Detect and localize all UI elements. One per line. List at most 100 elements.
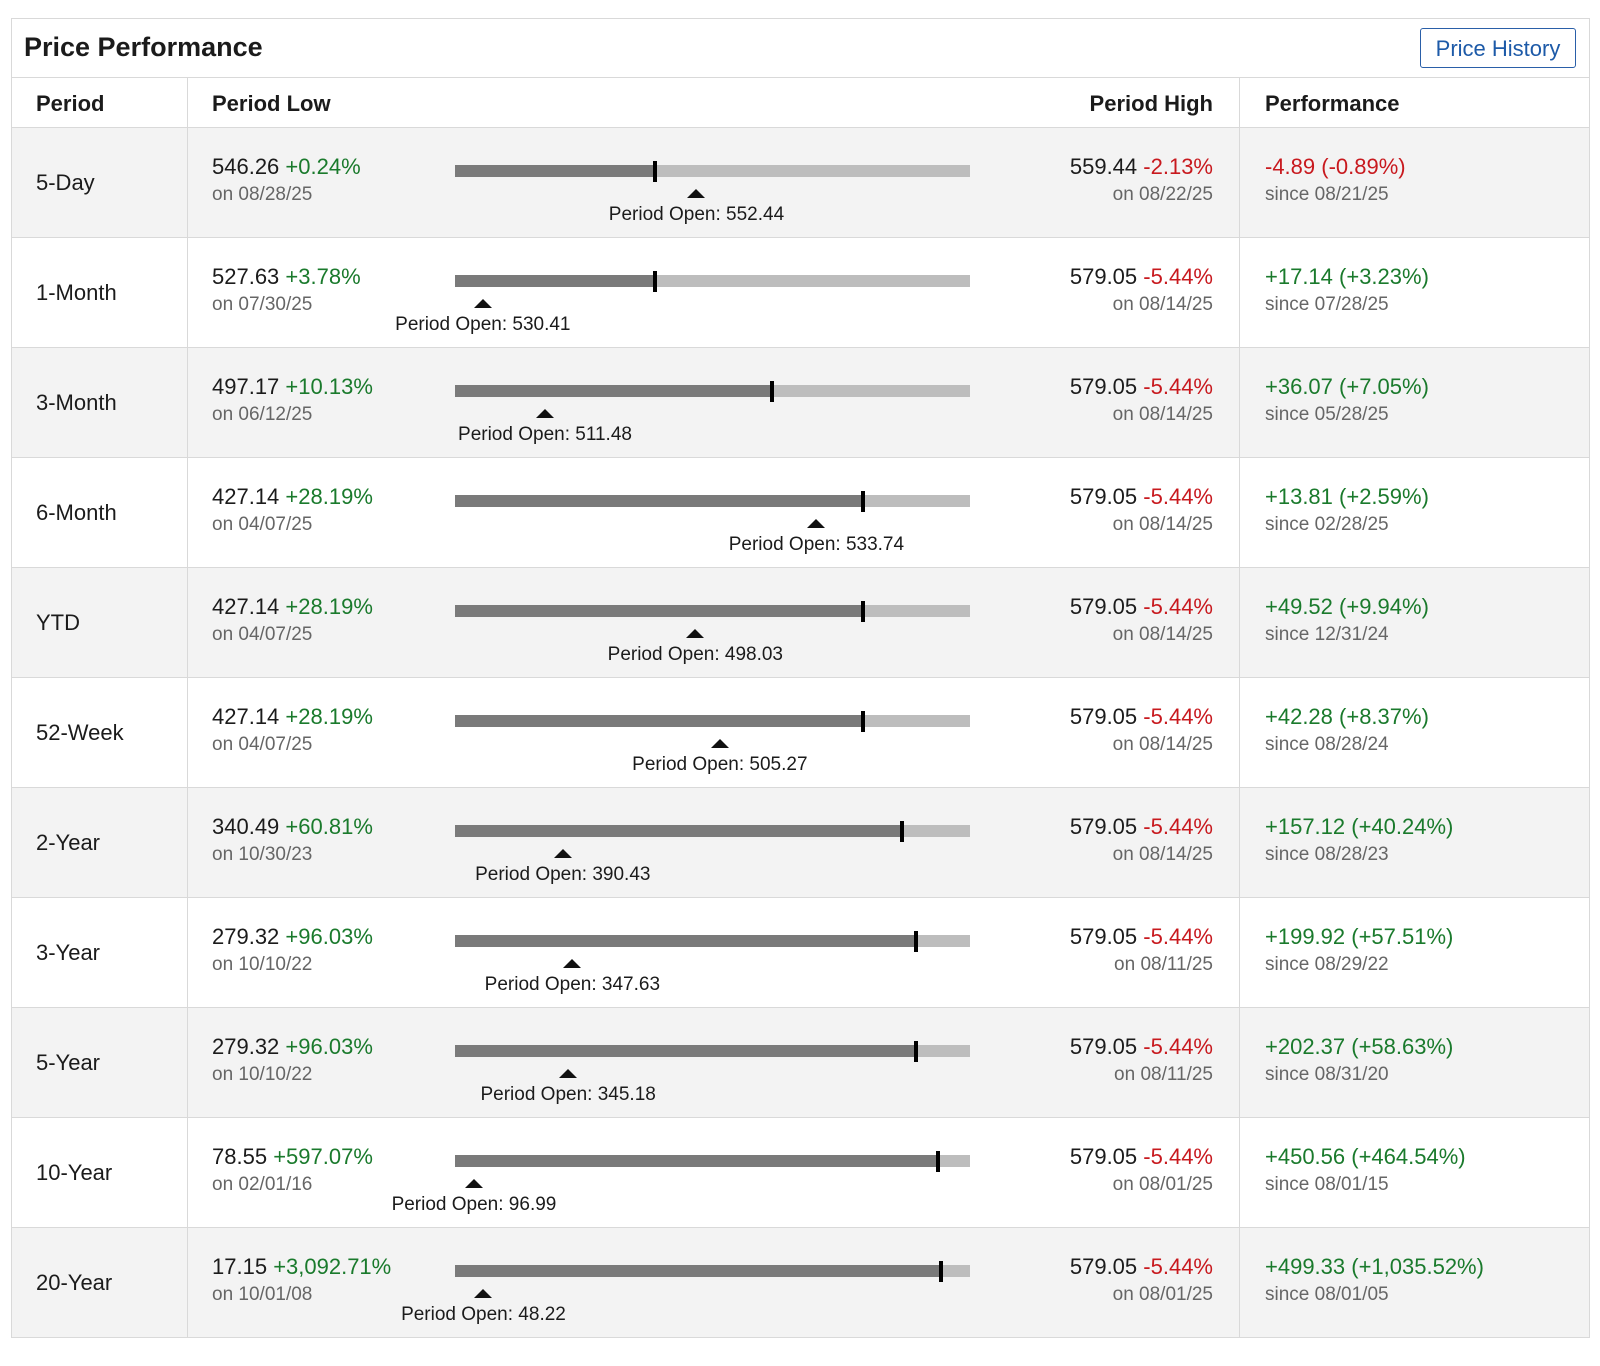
period-low-change: +60.81% — [285, 814, 373, 839]
column-divider — [1239, 1008, 1240, 1117]
period-high-change: -5.44% — [1143, 1144, 1213, 1169]
column-divider — [187, 128, 188, 237]
period-high: 579.05 -5.44% — [1070, 594, 1213, 620]
period-high: 579.05 -5.44% — [1070, 374, 1213, 400]
range-bar-fill — [455, 825, 902, 837]
column-divider — [1239, 1118, 1240, 1227]
period-open-marker-icon — [553, 849, 572, 858]
period-low: 427.14 +28.19% — [212, 704, 373, 730]
column-divider — [1239, 788, 1240, 897]
period-high-date: on 08/14/25 — [1112, 734, 1213, 755]
col-header-period-high: Period High — [1089, 91, 1213, 116]
period-low-change: +10.13% — [285, 374, 373, 399]
period-high-value: 579.05 — [1069, 1034, 1138, 1059]
table-row: 20-Year 17.15 +3,092.71% on 10/01/08 Period… — [12, 1228, 1589, 1338]
period-open-label: Period Open: 505.27 — [632, 754, 808, 775]
column-divider — [187, 78, 188, 127]
period-label: YTD — [36, 610, 80, 635]
performance-change: -4.89 (-0.89%) — [1265, 154, 1406, 179]
table-row: 1-Month 527.63 +3.78% on 07/30/25 Period Op… — [12, 238, 1589, 348]
current-price-marker — [861, 711, 866, 732]
period-low-value: 279.32 — [212, 1034, 280, 1059]
period-high: 579.05 -5.44% — [1070, 814, 1213, 840]
period-high-value: 579.05 — [1069, 1144, 1138, 1169]
price-history-button[interactable]: Price History — [1420, 28, 1576, 68]
period-high: 579.05 -5.44% — [1070, 704, 1213, 730]
period-open-label: Period Open: 390.43 — [475, 864, 651, 885]
period-open-label: Period Open: 345.18 — [480, 1084, 656, 1105]
column-divider — [187, 1228, 188, 1337]
period-high-value: 579.05 — [1069, 1254, 1138, 1279]
period-high-change: -5.44% — [1143, 814, 1213, 839]
period-low-date: on 04/07/25 — [212, 734, 313, 755]
period-label: 3-Month — [36, 390, 117, 415]
period-low-change: +597.07% — [273, 1144, 373, 1169]
period-high-change: -5.44% — [1143, 374, 1213, 399]
current-price-marker — [913, 1041, 918, 1062]
period-low: 340.49 +60.81% — [212, 814, 373, 840]
price-performance-widget: Price Performance Price History Period P… — [11, 18, 1590, 1338]
performance-since-date: since 12/31/24 — [1265, 624, 1389, 645]
range-bar — [455, 931, 970, 952]
period-low-value: 17.15 — [212, 1254, 268, 1279]
period-open-marker-icon — [686, 629, 705, 638]
performance-rows: 5-Day 546.26 +0.24% on 08/28/25 Period Open… — [12, 128, 1589, 1338]
range-bar-fill — [455, 275, 655, 287]
range-bar — [455, 491, 970, 512]
column-divider — [1239, 1228, 1240, 1337]
period-high: 579.05 -5.44% — [1070, 924, 1213, 950]
period-label: 5-Day — [36, 170, 95, 195]
range-bar-fill — [455, 1155, 938, 1167]
period-low-value: 340.49 — [212, 814, 280, 839]
period-low-change: +3,092.71% — [273, 1254, 392, 1279]
column-header-row: Period Period Low Period High Performanc… — [12, 78, 1589, 128]
period-high-value: 579.05 — [1069, 484, 1138, 509]
period-label: 10-Year — [36, 1160, 113, 1185]
current-price-marker — [939, 1261, 944, 1282]
period-open-label: Period Open: 511.48 — [458, 424, 632, 445]
period-low-change: +0.24% — [285, 154, 361, 179]
period-high-date: on 08/14/25 — [1112, 404, 1213, 425]
performance-change: +199.92 (+57.51%) — [1265, 924, 1454, 949]
current-price-marker — [899, 821, 904, 842]
period-open-marker-icon — [473, 299, 492, 308]
range-bar-fill — [455, 715, 864, 727]
period-high-date: on 08/22/25 — [1112, 184, 1213, 205]
performance-change: +13.81 (+2.59%) — [1265, 484, 1429, 509]
period-open-marker-icon — [710, 739, 729, 748]
current-price-marker — [769, 381, 774, 402]
period-label: 3-Year — [36, 940, 101, 965]
table-row: 5-Day 546.26 +0.24% on 08/28/25 Period Open… — [12, 128, 1589, 238]
period-low: 279.32 +96.03% — [212, 1034, 373, 1060]
period-label: 1-Month — [36, 280, 117, 305]
period-high-change: -5.44% — [1143, 1254, 1213, 1279]
performance-change: +499.33 (+1,035.52%) — [1265, 1254, 1484, 1279]
table-row: 6-Month 427.14 +28.19% on 04/07/25 Period O… — [12, 458, 1589, 568]
period-high-date: on 08/01/25 — [1112, 1284, 1213, 1305]
period-high-value: 559.44 — [1069, 154, 1138, 179]
period-low-value: 497.17 — [212, 374, 280, 399]
period-low: 78.55 +597.07% — [212, 1144, 373, 1170]
period-low-change: +3.78% — [285, 264, 361, 289]
performance-change: +450.56 (+464.54%) — [1265, 1144, 1466, 1169]
column-divider — [187, 348, 188, 457]
range-bar — [455, 1151, 970, 1172]
period-label: 52-Week — [36, 720, 124, 745]
column-divider — [187, 678, 188, 787]
period-open-label: Period Open: 530.41 — [395, 314, 571, 335]
performance-since-date: since 07/28/25 — [1265, 294, 1389, 315]
range-bar — [455, 381, 970, 402]
period-label: 2-Year — [36, 830, 101, 855]
table-row: 2-Year 340.49 +60.81% on 10/30/23 Period Op… — [12, 788, 1589, 898]
performance-since-date: since 05/28/25 — [1265, 404, 1389, 425]
period-low-date: on 04/07/25 — [212, 624, 313, 645]
period-open-label: Period Open: 48.22 — [401, 1304, 566, 1325]
performance-since-date: since 08/28/23 — [1265, 844, 1389, 865]
widget-title: Price Performance — [24, 32, 263, 62]
period-low-date: on 10/10/22 — [212, 954, 313, 975]
range-bar-fill — [455, 165, 656, 177]
performance-change: +157.12 (+40.24%) — [1265, 814, 1454, 839]
period-low-value: 78.55 — [212, 1144, 268, 1169]
current-price-marker — [935, 1151, 940, 1172]
range-bar-fill — [455, 605, 864, 617]
